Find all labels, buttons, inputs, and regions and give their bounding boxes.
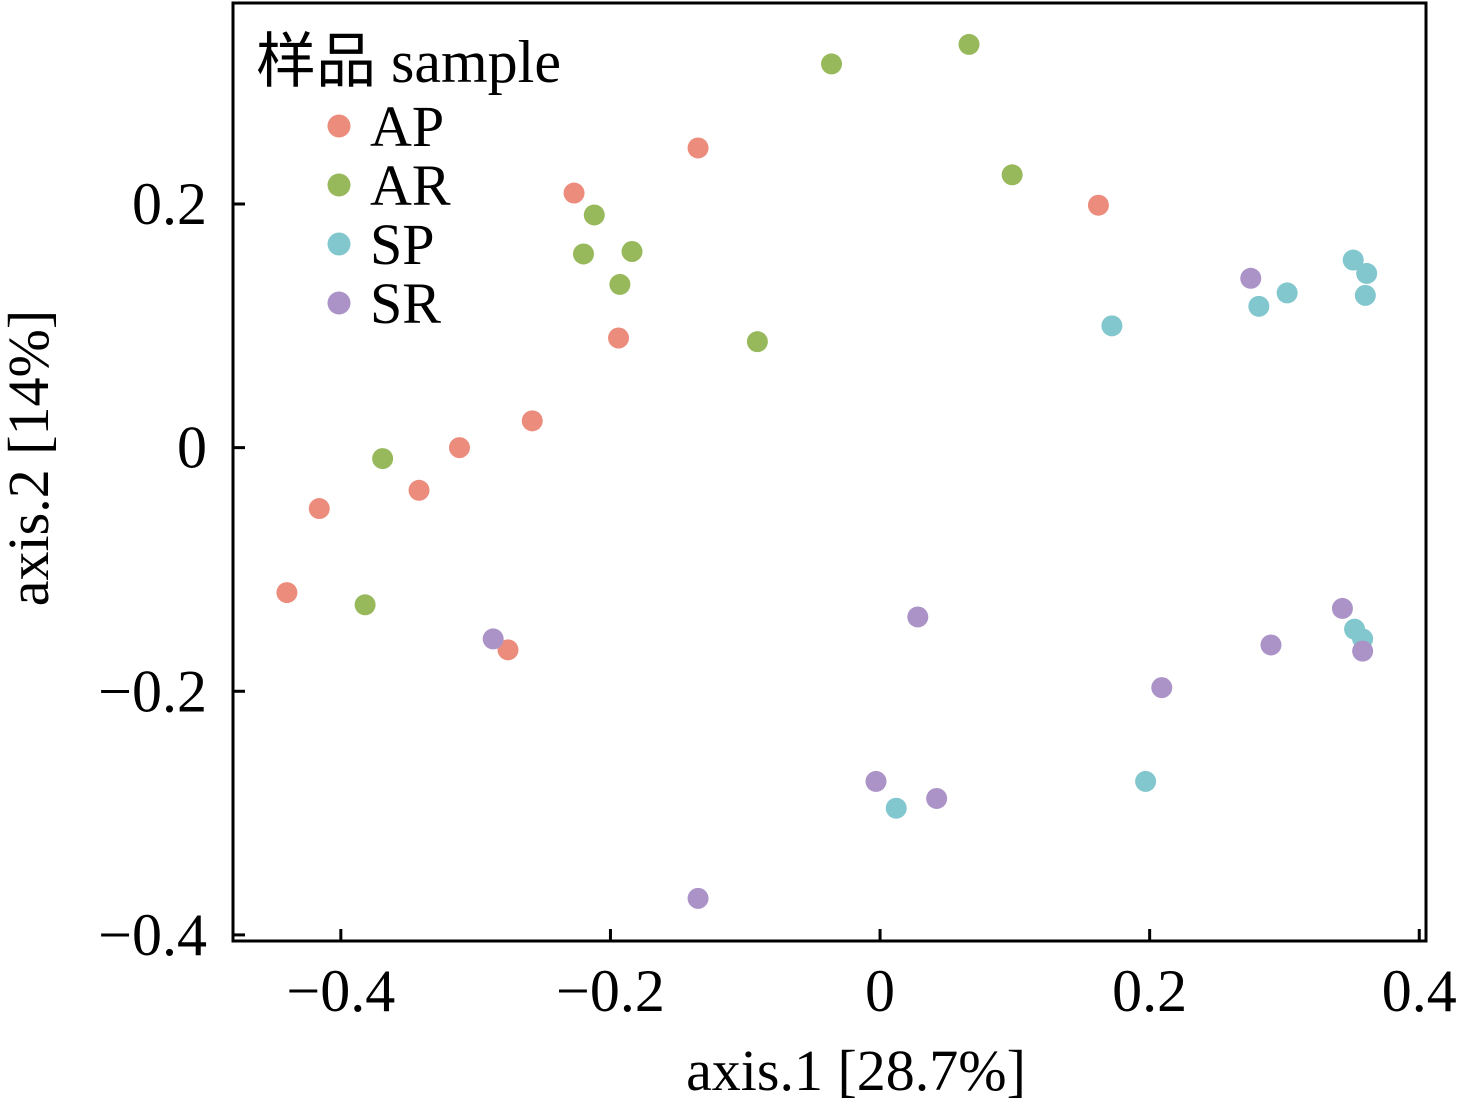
x-tick-label: −0.4 <box>286 958 395 1024</box>
point-ap <box>687 137 709 159</box>
point-ar <box>1001 164 1023 186</box>
y-tick-label: −0.4 <box>98 902 207 968</box>
legend-label-sp: SP <box>370 212 435 277</box>
point-sr <box>1331 597 1353 619</box>
point-sr <box>865 770 887 792</box>
point-ap <box>521 410 543 432</box>
point-sp <box>1248 295 1270 317</box>
x-axis-ticks: −0.4 −0.2 0 0.2 0.4 <box>286 929 1457 1024</box>
point-ap <box>448 437 470 459</box>
legend-marker-sp <box>327 232 351 256</box>
point-sp <box>1101 315 1123 337</box>
point-ar <box>621 241 643 263</box>
point-ar <box>746 331 768 353</box>
y-axis-ticks: 0.2 0 −0.2 −0.4 <box>98 171 245 968</box>
point-sp <box>1276 282 1298 304</box>
x-tick-label: −0.2 <box>556 958 665 1024</box>
point-sr <box>482 628 504 650</box>
point-sr <box>687 887 709 909</box>
point-ar <box>609 273 631 295</box>
legend-marker-sr <box>327 291 351 315</box>
point-sr <box>1352 640 1374 662</box>
plot-frame <box>231 1 1428 943</box>
point-ap <box>276 582 298 604</box>
point-sr <box>907 606 929 628</box>
point-sp <box>1354 284 1376 306</box>
x-tick-label: 0.4 <box>1382 958 1457 1024</box>
point-ap <box>608 327 630 349</box>
point-sp <box>885 797 907 819</box>
point-ar <box>821 53 843 75</box>
point-sp <box>1135 770 1157 792</box>
point-ap <box>408 479 430 501</box>
point-sp <box>1356 262 1378 284</box>
point-sr <box>1240 267 1262 289</box>
x-axis-title: axis.1 [28.7%] <box>686 1038 1026 1102</box>
x-tick-label: 0 <box>865 958 895 1024</box>
x-tick-label: 0.2 <box>1112 958 1187 1024</box>
point-sr <box>926 787 948 809</box>
legend-title: 样品 sample <box>256 29 561 95</box>
point-ap <box>1087 194 1109 216</box>
legend-marker-ap <box>327 114 351 138</box>
point-ap <box>563 182 585 204</box>
point-ar <box>958 33 980 55</box>
legend-label-ar: AR <box>370 153 451 218</box>
point-ap <box>497 639 519 661</box>
legend-marker-ar <box>327 173 351 197</box>
data-points <box>276 33 1378 909</box>
point-ar <box>354 594 376 616</box>
point-ar <box>583 204 605 226</box>
point-sr <box>1260 634 1282 656</box>
y-axis-title: axis.2 [14%] <box>0 310 61 606</box>
point-ap <box>308 498 330 520</box>
point-ar <box>372 448 394 470</box>
y-tick-label: −0.2 <box>98 658 207 724</box>
y-tick-label: 0 <box>177 415 207 481</box>
y-tick-label: 0.2 <box>132 171 207 237</box>
legend-label-ap: AP <box>370 94 444 159</box>
point-ar <box>572 243 594 265</box>
point-sr <box>1151 677 1173 699</box>
legend-label-sr: SR <box>370 271 441 336</box>
point-sp <box>1342 249 1364 271</box>
